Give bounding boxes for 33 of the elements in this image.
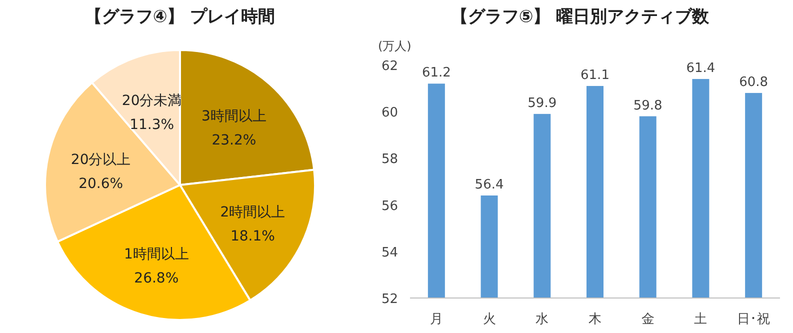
y-tick-label: 58 <box>381 152 398 168</box>
data-label: 59.8 <box>633 98 662 114</box>
x-tick-label: 金 <box>641 312 654 327</box>
data-label: 26.8% <box>134 270 179 286</box>
chart-title: 【グラフ④】 プレイ時間 <box>84 7 276 27</box>
data-label: 18.1% <box>230 228 275 245</box>
slice-label: 20分以上 <box>70 152 131 168</box>
slice-label: 20分未満 <box>122 93 182 110</box>
x-tick-label: 水 <box>536 312 549 327</box>
y-tick-label: 56 <box>381 198 398 214</box>
data-label: 20.6% <box>78 176 124 192</box>
data-label: 60.8 <box>739 74 768 90</box>
x-tick-label: 火 <box>482 312 496 327</box>
data-label: 56.4 <box>474 177 504 192</box>
y-axis-title: (万人) <box>378 39 412 53</box>
slice-label: 3時間以上 <box>201 108 266 125</box>
x-tick-label: 日･祝 <box>737 312 770 327</box>
slice-label: 2時間以上 <box>220 204 286 221</box>
x-tick-label: 木 <box>588 312 602 327</box>
data-label: 11.3% <box>130 117 174 134</box>
chart-title: 【グラフ⑤】 曜日別アクティブ数 <box>450 7 710 27</box>
slice-label: 1時間以上 <box>124 246 189 262</box>
data-label: 23.2% <box>212 132 256 149</box>
y-tick-label: 52 <box>381 292 398 307</box>
x-tick-label: 土 <box>694 312 708 327</box>
y-tick-label: 54 <box>381 245 398 260</box>
y-tick-label: 62 <box>381 59 398 74</box>
data-label: 61.4 <box>686 60 716 76</box>
data-label: 59.9 <box>528 96 557 111</box>
y-tick-label: 60 <box>381 106 398 121</box>
data-label: 61.2 <box>422 66 451 81</box>
x-tick-label: 月 <box>430 312 443 327</box>
data-label: 61.1 <box>580 68 610 83</box>
